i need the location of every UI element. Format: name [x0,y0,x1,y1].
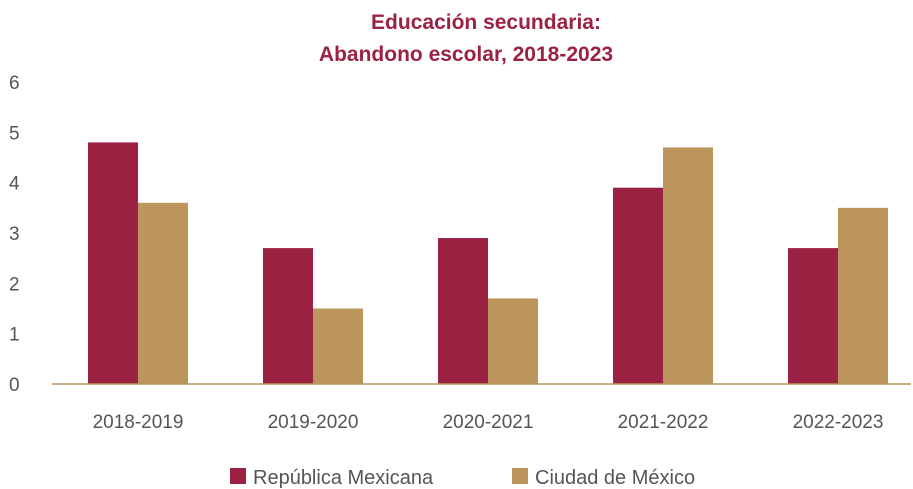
y-tick-label: 2 [9,274,20,295]
legend: República Mexicana Ciudad de México [230,467,695,489]
bar-ciudad-de-mexico-2020-2021 [488,298,538,384]
x-tick-label: 2021-2022 [618,412,709,433]
bar-ciudad-de-mexico-2019-2020 [313,308,363,384]
bar-republica-mexicana-2020-2021 [438,238,488,384]
x-tick-label: 2022-2023 [793,412,884,433]
legend-label: República Mexicana [253,467,434,489]
y-tick-label: 6 [9,73,20,94]
bars [88,142,888,384]
legend-label: Ciudad de México [535,467,695,489]
chart-title-line-2: Abandono escolar, 2018-2023 [319,43,613,66]
y-tick-label: 4 [9,174,20,195]
y-tick-label: 3 [9,224,20,245]
x-axis-ticks: 2018-2019 2019-2020 2020-2021 2021-2022 2022… [93,412,884,433]
x-tick-label: 2018-2019 [93,412,184,433]
bar-ciudad-de-mexico-2022-2023 [838,207,888,384]
y-axis-ticks: 0 1 2 3 4 5 6 [9,73,20,396]
bar-republica-mexicana-2022-2023 [788,248,838,384]
bar-republica-mexicana-2018-2019 [88,142,138,384]
x-tick-label: 2019-2020 [268,412,359,433]
legend-swatch [512,468,528,484]
x-tick-label: 2020-2021 [443,412,534,433]
bar-republica-mexicana-2021-2022 [613,187,663,384]
y-tick-label: 5 [9,123,20,144]
y-tick-label: 1 [9,325,20,346]
bar-ciudad-de-mexico-2021-2022 [663,147,713,384]
y-tick-label: 0 [9,375,20,396]
chart-title-line-1: Educación secundaria: [371,11,601,34]
bar-republica-mexicana-2019-2020 [263,248,313,384]
legend-swatch [230,468,246,484]
bar-ciudad-de-mexico-2018-2019 [138,202,188,384]
